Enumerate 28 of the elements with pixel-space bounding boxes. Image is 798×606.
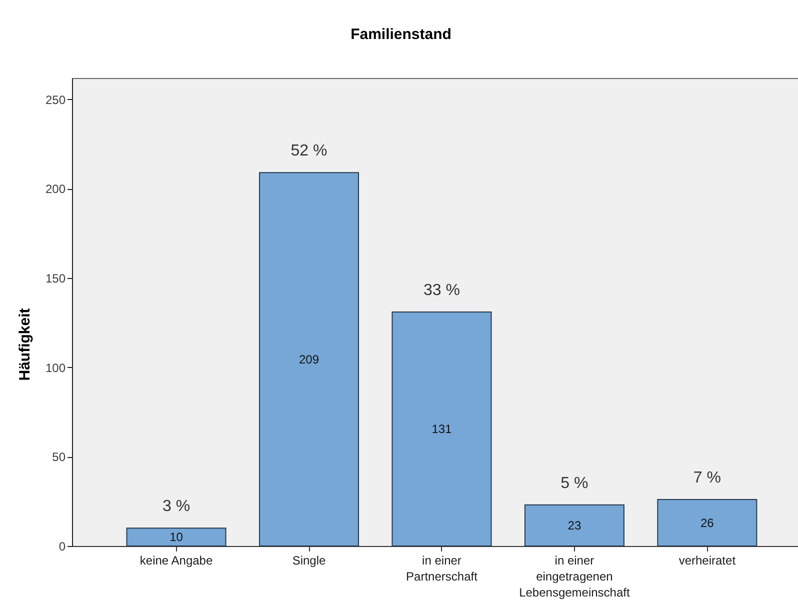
bar xyxy=(258,172,360,546)
y-tick-label: 200 xyxy=(45,182,66,196)
x-tick-label: Single xyxy=(292,554,326,568)
data-label: 131 xyxy=(432,422,452,436)
annotation: 52 % xyxy=(290,142,328,160)
x-tick-label: in einer Partnerschaft xyxy=(406,554,478,584)
y-tick-label: 250 xyxy=(45,92,66,107)
y-tick-label: 50 xyxy=(52,450,66,464)
annotation: 5 % xyxy=(560,474,588,492)
annotation: 33 % xyxy=(423,282,460,299)
data-label: 209 xyxy=(298,352,320,366)
data-label: 23 xyxy=(568,518,582,532)
annotation: 3 % xyxy=(162,498,190,516)
bar xyxy=(657,499,758,546)
y-tick-label: 0 xyxy=(58,540,66,554)
x-tick-label: in einer eingetragenen Lebensgemeinschaft xyxy=(519,554,630,600)
data-label: 26 xyxy=(700,516,714,530)
y-tick-label: 100 xyxy=(45,360,66,375)
x-tick-label: verheiratet xyxy=(678,554,736,568)
chart-title: Familienstand xyxy=(350,26,452,43)
annotation: 7 % xyxy=(693,470,721,487)
x-tick-label: keine Angabe xyxy=(140,554,213,568)
y-axis-title: Häufigkeit xyxy=(16,308,34,381)
data-label: 10 xyxy=(170,530,184,544)
y-tick-label: 150 xyxy=(45,272,66,286)
bar xyxy=(524,504,624,546)
bar xyxy=(392,312,492,546)
bar xyxy=(126,528,226,546)
